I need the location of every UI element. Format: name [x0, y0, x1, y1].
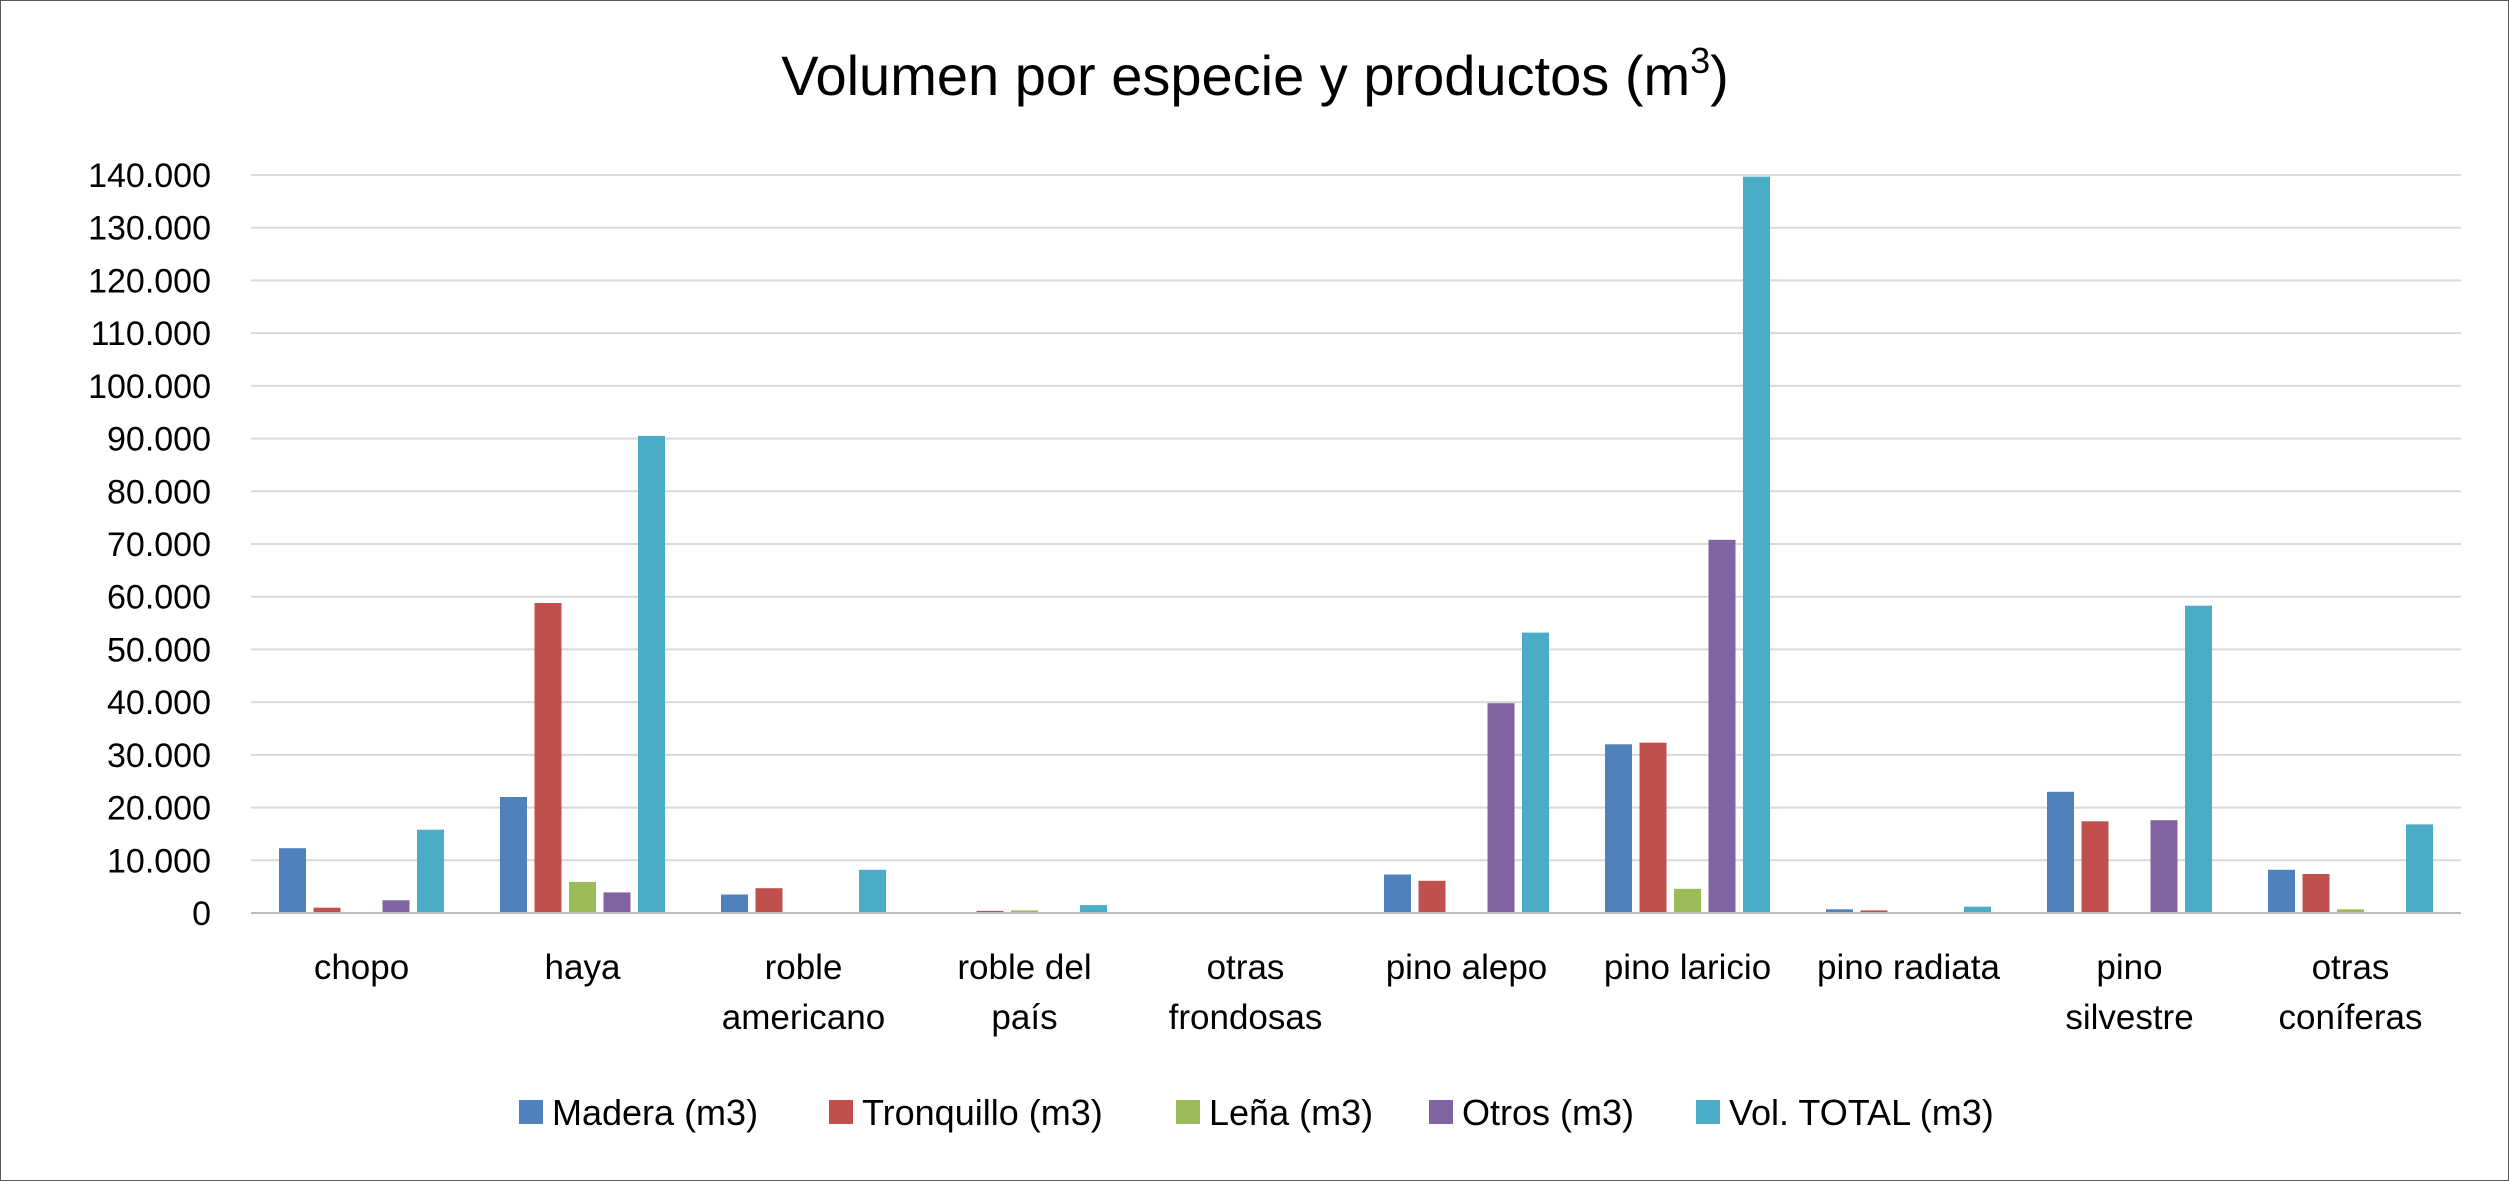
x-category-label: frondosas — [1169, 998, 1323, 1037]
x-category-label: otras — [2312, 948, 2390, 987]
y-tick-label: 120.000 — [88, 262, 211, 300]
bar — [313, 907, 341, 913]
y-tick-label: 50.000 — [107, 631, 211, 669]
bar — [1860, 910, 1888, 913]
x-category-label: pino laricio — [1604, 948, 1771, 987]
bar — [1826, 909, 1853, 913]
bar — [1080, 905, 1107, 913]
bar — [534, 603, 562, 913]
x-category-label: americano — [722, 998, 885, 1037]
y-axis-tick-labels: 0 10.000 20.000 30.000 40.000 50.000 60.000 70.… — [88, 157, 211, 933]
bar — [569, 881, 596, 913]
bar — [1743, 176, 1770, 914]
bar — [2081, 821, 2109, 913]
y-tick-label: 110.000 — [91, 315, 211, 353]
x-category-label: pino alepo — [1386, 948, 1548, 987]
y-tick-label: 140.000 — [88, 157, 211, 195]
chart-title-suffix: ) — [1710, 44, 1729, 107]
y-tick-label: 0 — [192, 895, 211, 933]
legend-label: Leña (m3) — [1209, 1092, 1373, 1133]
legend-label: Vol. TOTAL (m3) — [1729, 1092, 1994, 1133]
legend-swatch — [1696, 1100, 1720, 1124]
legend-label: Otros (m3) — [1462, 1092, 1634, 1133]
x-category-label: chopo — [314, 948, 409, 987]
bar — [1605, 744, 1632, 913]
y-tick-label: 90.000 — [107, 421, 211, 459]
legend: Madera (m3) Tronquillo (m3) Leña (m3) Otros… — [519, 1092, 1994, 1133]
y-tick-label: 60.000 — [107, 579, 211, 617]
bar — [603, 892, 631, 913]
y-tick-label: 80.000 — [107, 473, 211, 511]
x-category-label: roble — [765, 948, 843, 987]
y-tick-label: 100.000 — [88, 368, 211, 406]
bar — [1964, 906, 1991, 913]
bar — [382, 900, 410, 913]
bar — [1674, 888, 1701, 913]
bar — [1418, 880, 1446, 913]
bar — [279, 848, 306, 913]
chart-title-superscript: 3 — [1690, 40, 1710, 81]
bar — [500, 797, 527, 913]
y-tick-label: 70.000 — [107, 526, 211, 564]
bar — [2406, 824, 2433, 913]
bar — [2337, 909, 2364, 913]
bar — [859, 869, 886, 913]
y-tick-label: 130.000 — [88, 210, 211, 248]
x-category-label: haya — [545, 948, 621, 987]
bar — [2185, 605, 2212, 913]
bars — [279, 176, 2433, 914]
legend-swatch — [829, 1100, 853, 1124]
x-category-label: otras — [1207, 948, 1285, 987]
y-tick-label: 40.000 — [107, 684, 211, 722]
y-tick-label: 10.000 — [107, 842, 211, 880]
x-category-label: pino radiata — [1817, 948, 2000, 987]
bar — [2150, 820, 2178, 913]
chart-title: Volumen por especie y productos (m3) — [781, 40, 1729, 107]
x-axis-category-labels: chopo haya roble americano roble del país otra… — [314, 948, 2423, 1037]
x-category-label: silvestre — [2065, 998, 2193, 1037]
bar — [755, 888, 783, 913]
legend-swatch — [519, 1100, 543, 1124]
bar — [976, 910, 1004, 913]
legend-label: Madera (m3) — [552, 1092, 758, 1133]
bar — [2302, 874, 2330, 913]
legend-swatch — [1429, 1100, 1453, 1124]
x-category-label: pino — [2096, 948, 2162, 987]
bar — [1639, 742, 1667, 913]
bar — [417, 829, 444, 913]
legend-swatch — [1176, 1100, 1200, 1124]
gridlines — [251, 174, 2461, 862]
y-tick-label: 30.000 — [107, 737, 211, 775]
bar — [2268, 869, 2295, 913]
bar — [2047, 791, 2074, 913]
bar — [1522, 632, 1549, 913]
bar — [1011, 910, 1038, 913]
x-category-label: coníferas — [2279, 998, 2423, 1037]
bar — [638, 435, 665, 913]
x-category-label: país — [991, 998, 1057, 1037]
bar — [1708, 539, 1736, 913]
bar — [1384, 874, 1411, 913]
bar — [721, 894, 748, 913]
x-category-label: roble del — [957, 948, 1091, 987]
legend-label: Tronquillo (m3) — [862, 1092, 1103, 1133]
y-tick-label: 20.000 — [107, 790, 211, 828]
bar — [1487, 703, 1515, 913]
